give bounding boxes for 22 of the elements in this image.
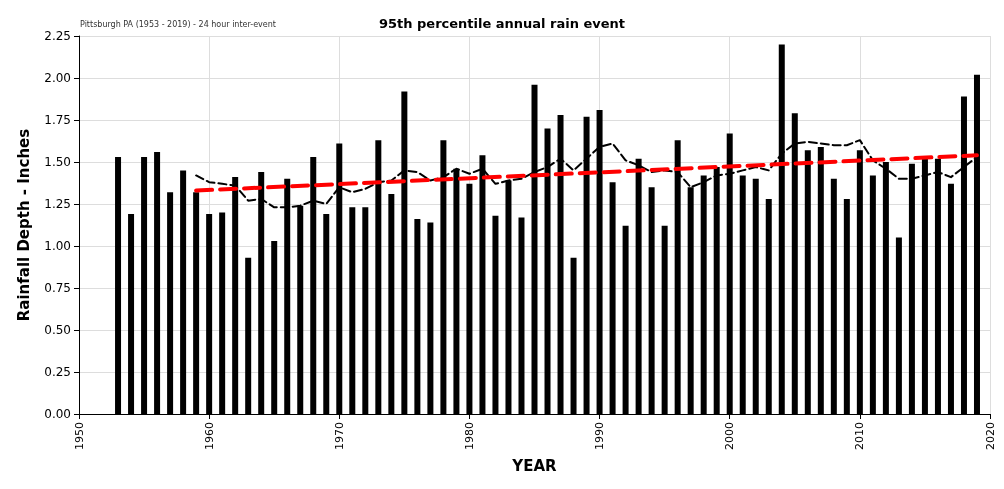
y-tick-label: 0.25 xyxy=(44,365,71,379)
x-axis-title: YEAR xyxy=(511,456,558,475)
y-tick-label: 2.25 xyxy=(44,29,71,43)
y-tick-label: 0.50 xyxy=(44,323,71,337)
x-tick-label: 1970 xyxy=(332,422,346,450)
chart-title: 95th percentile annual rain event xyxy=(378,16,626,31)
y-tick-label: 1.50 xyxy=(44,155,71,169)
y-tick-label: 1.75 xyxy=(44,113,71,127)
y-tick-label: 0.00 xyxy=(44,407,71,421)
x-tick-label: 1950 xyxy=(72,422,86,450)
x-tick-label: 2000 xyxy=(723,422,737,450)
y-axis-title: Rainfall Depth - Inches xyxy=(14,128,33,322)
y-tick-label: 0.75 xyxy=(44,281,71,295)
text: Pittsburgh PA (1953 - 2019) - 24 hour inter-event xyxy=(80,19,276,29)
y-tick-label: 2.00 xyxy=(44,71,71,85)
y-tick-label: 1.00 xyxy=(44,239,71,253)
x-tick-label: 2020 xyxy=(983,422,997,450)
y-tick-label: 1.25 xyxy=(44,197,71,211)
x-tick-label: 2010 xyxy=(853,422,867,450)
x-tick-label: 1980 xyxy=(462,422,476,450)
x-tick-label: 1990 xyxy=(593,422,607,450)
x-tick-label: 1960 xyxy=(202,422,216,450)
